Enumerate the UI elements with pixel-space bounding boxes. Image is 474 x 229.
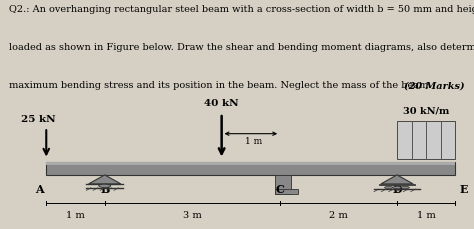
Circle shape (393, 187, 401, 189)
Circle shape (401, 187, 410, 189)
Text: B: B (100, 183, 109, 194)
Bar (397, 121, 456, 160)
Text: 1 m: 1 m (245, 136, 262, 145)
Text: 1 m: 1 m (66, 210, 85, 219)
Circle shape (99, 184, 111, 188)
Text: 2 m: 2 m (329, 210, 348, 219)
Text: 30 kN/m: 30 kN/m (403, 106, 449, 115)
Polygon shape (89, 175, 121, 184)
Text: D: D (392, 183, 402, 194)
Text: loaded as shown in Figure below. Draw the shear and bending moment diagrams, als: loaded as shown in Figure below. Draw th… (9, 43, 474, 52)
Text: maximum bending stress and its position in the beam. Neglect the mass of the bea: maximum bending stress and its position … (9, 81, 432, 90)
Polygon shape (381, 175, 413, 184)
Bar (379, 184, 415, 186)
Text: Q2.: An overhanging rectangular steel beam with a cross-section of width b = 50 : Q2.: An overhanging rectangular steel be… (9, 5, 474, 14)
Bar (46, 162, 456, 166)
Text: C: C (276, 183, 284, 194)
Text: A: A (36, 183, 44, 194)
Text: 3 m: 3 m (183, 210, 202, 219)
Bar (274, 175, 291, 194)
Bar (46, 162, 456, 175)
Text: 40 kN: 40 kN (204, 98, 239, 107)
Text: (20 Marks): (20 Marks) (404, 81, 465, 90)
Text: 25 kN: 25 kN (21, 115, 55, 124)
Circle shape (384, 187, 393, 189)
Text: 1 m: 1 m (417, 210, 436, 219)
Text: E: E (459, 183, 468, 194)
Bar (274, 189, 298, 194)
